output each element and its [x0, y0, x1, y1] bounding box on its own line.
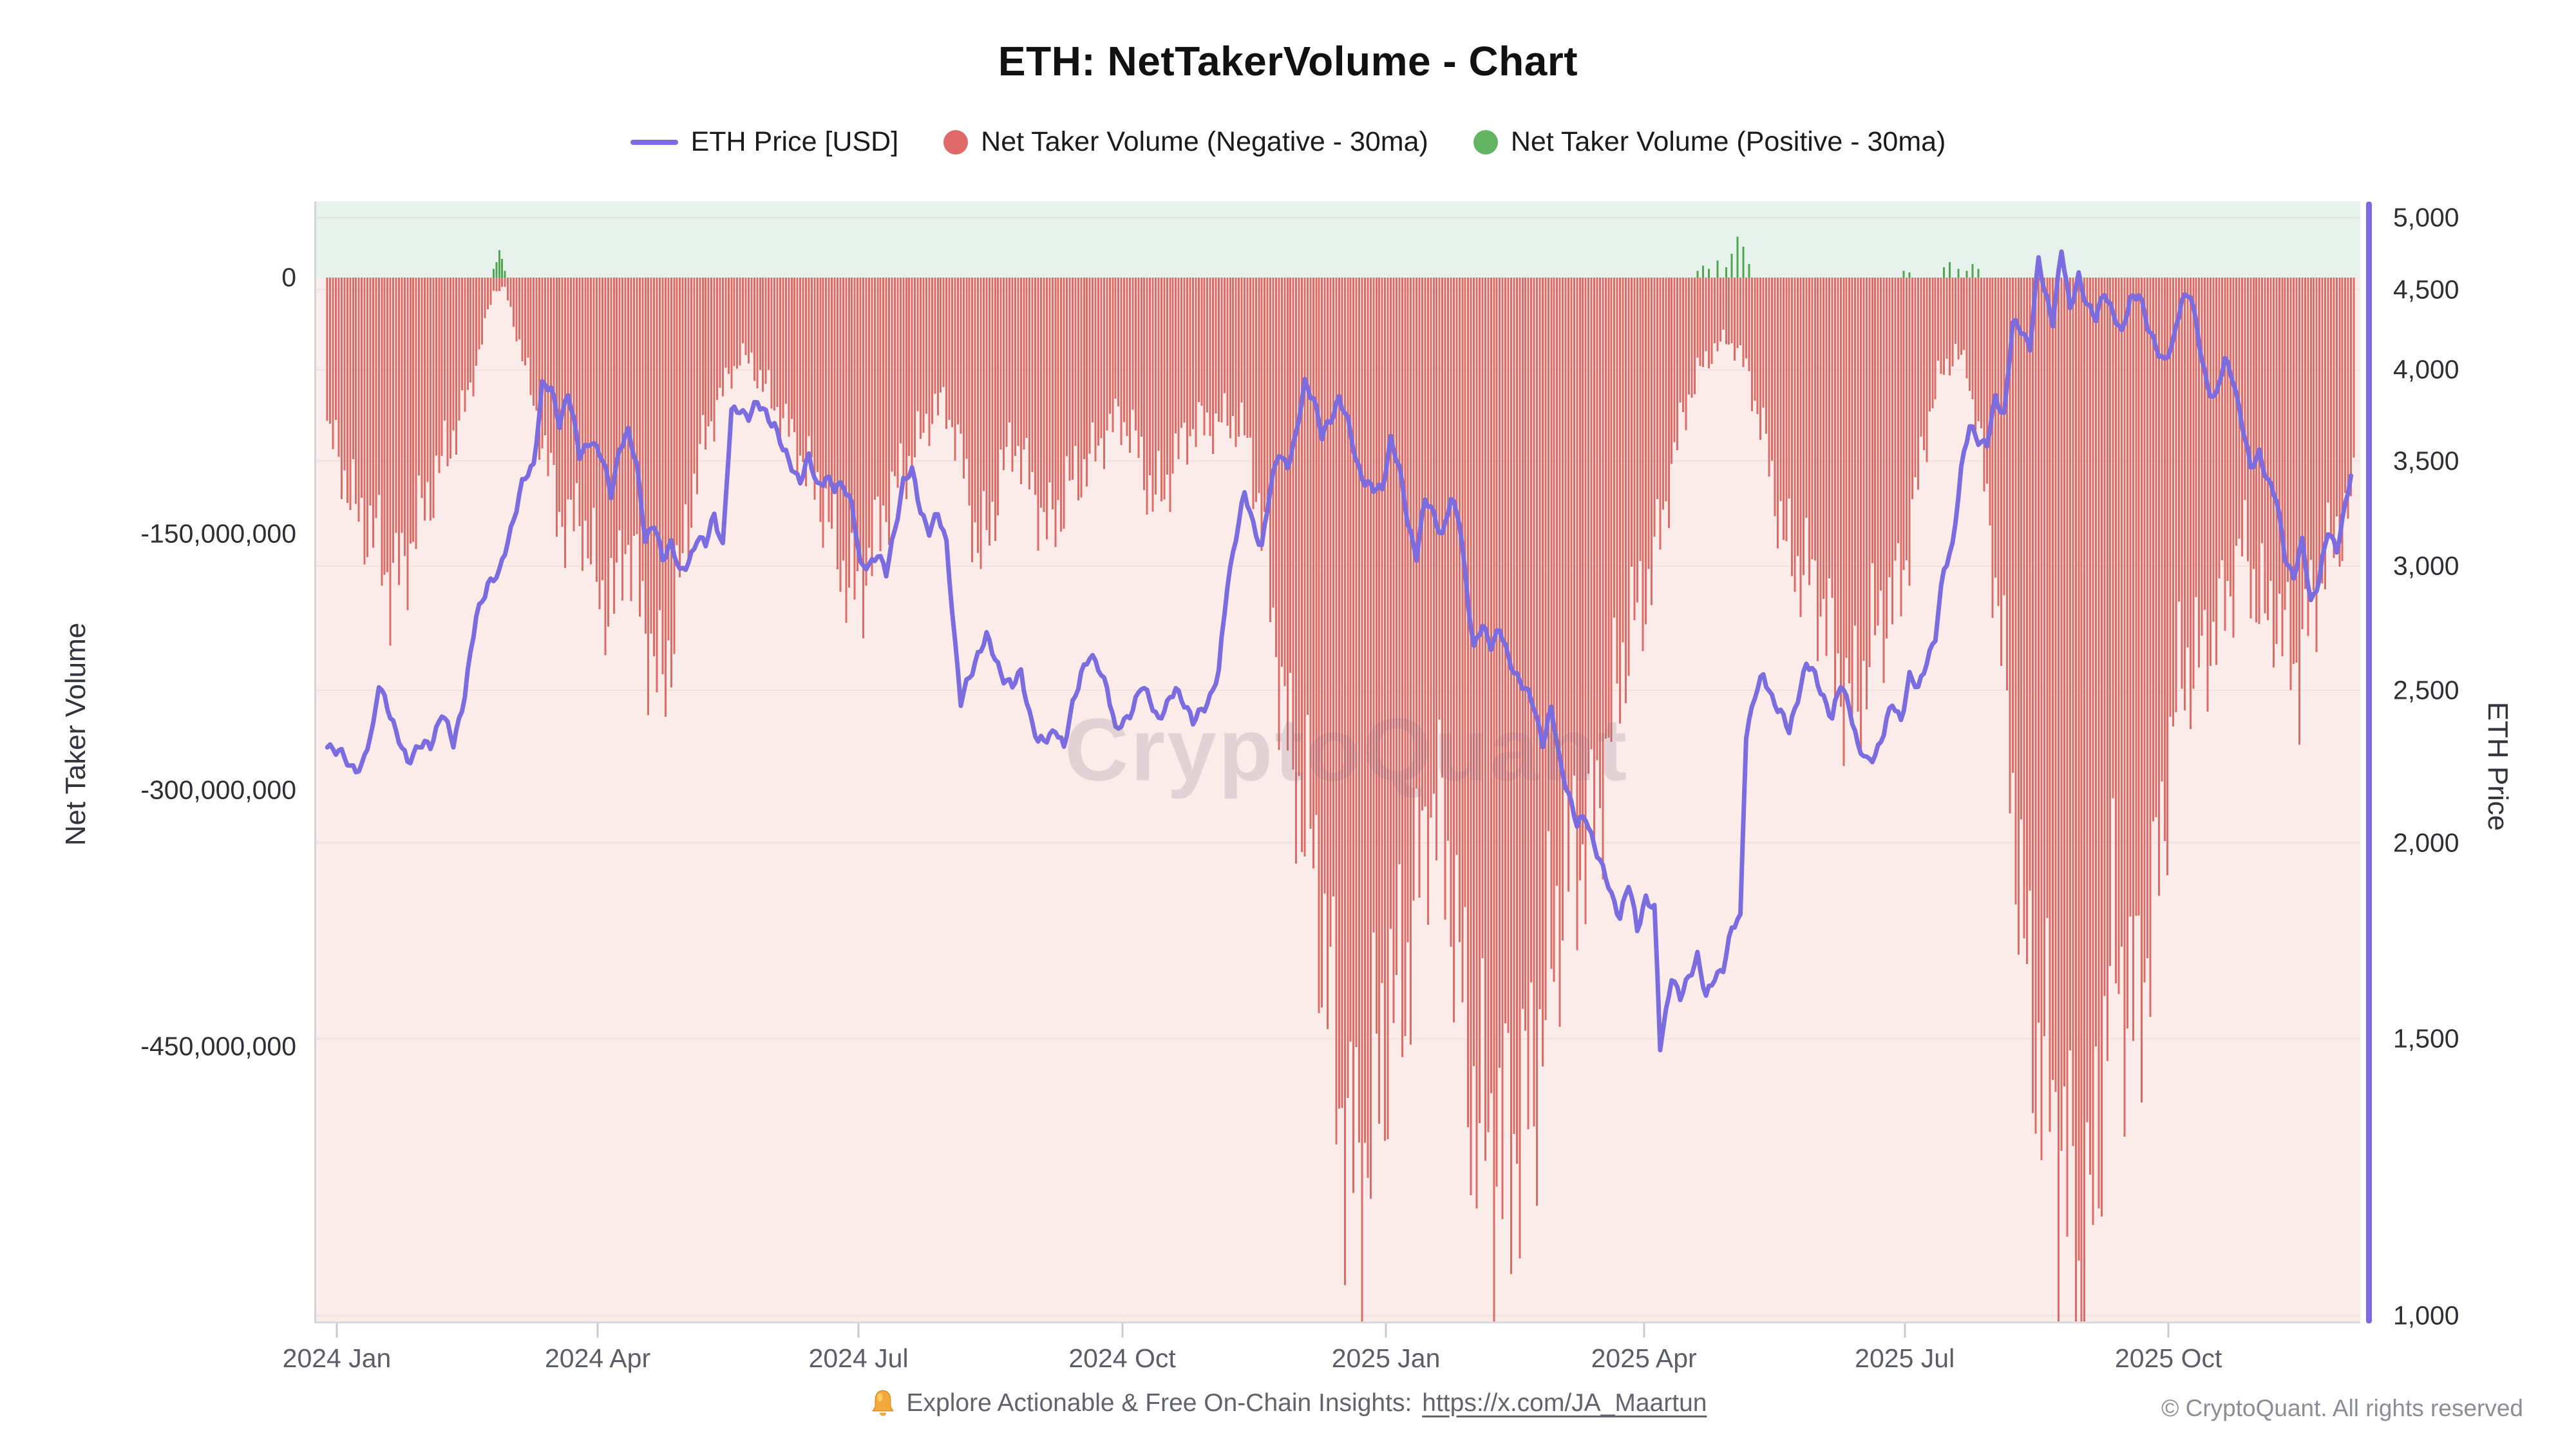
legend-label: Net Taker Volume (Negative - 30ma): [981, 126, 1428, 157]
positive-volume-dot-icon: [1473, 129, 1498, 155]
legend-label: Net Taker Volume (Positive - 30ma): [1510, 126, 1946, 157]
legend-item-positive-volume: Net Taker Volume (Positive - 30ma): [1473, 126, 1946, 158]
x-axis-tick-mark: [1121, 1323, 1124, 1338]
left-axis-tick-label: -300,000,000: [140, 775, 296, 805]
bell-icon: [871, 1390, 894, 1416]
footer-link[interactable]: https://x.com/JA_Maartun: [1422, 1389, 1707, 1417]
negative-volume-dot-icon: [943, 129, 969, 155]
left-axis-tick-label: -450,000,000: [140, 1031, 296, 1061]
x-axis-tick-label: 2025 Jul: [1855, 1343, 1955, 1373]
price-axis-line: [2366, 202, 2372, 1323]
legend-label: ETH Price [USD]: [690, 126, 899, 157]
x-axis-tick-label: 2024 Oct: [1068, 1343, 1176, 1373]
x-axis-tick-label: 2024 Apr: [544, 1343, 651, 1373]
right-axis-tick-label: 2,000: [2393, 828, 2459, 858]
right-axis-tick-label: 4,000: [2393, 354, 2459, 384]
legend-item-negative-volume: Net Taker Volume (Negative - 30ma): [943, 126, 1428, 158]
right-axis-tick-label: 1,000: [2393, 1300, 2459, 1331]
legend: ETH Price [USD] Net Taker Volume (Negati…: [0, 126, 2576, 158]
copyright-text: © CryptoQuant. All rights reserved: [2161, 1395, 2523, 1421]
x-axis-tick-mark: [336, 1323, 338, 1338]
x-axis-tick-label: 2025 Jan: [1331, 1343, 1441, 1373]
left-axis-tick-label: -150,000,000: [140, 518, 296, 549]
x-axis-tick-mark: [1385, 1323, 1387, 1338]
right-axis-tick-label: 4,500: [2393, 274, 2459, 305]
x-axis-tick-label: 2025 Apr: [1591, 1343, 1697, 1373]
x-axis-tick-mark: [1643, 1323, 1645, 1338]
right-axis-tick-label: 2,500: [2393, 675, 2459, 705]
legend-item-eth-price: ETH Price [USD]: [630, 126, 899, 158]
page-title: ETH: NetTakerVolume - Chart: [998, 38, 1578, 84]
right-axis-tick-label: 3,000: [2393, 551, 2459, 581]
left-axis-title: Net Taker Volume: [60, 622, 91, 846]
x-axis-tick-label: 2024 Jan: [282, 1343, 392, 1373]
x-axis-tick-mark: [2167, 1323, 2170, 1338]
price-line-swatch-icon: [630, 139, 678, 145]
right-axis-title: ETH Price: [2482, 701, 2514, 831]
right-axis-tick-label: 3,500: [2393, 446, 2459, 476]
x-axis-tick-label: 2025 Oct: [2114, 1343, 2222, 1373]
footer-text: Explore Actionable & Free On-Chain Insig…: [906, 1389, 1412, 1417]
left-axis-tick-label: 0: [281, 262, 296, 292]
plot-area[interactable]: CryptoQuant: [314, 202, 2360, 1323]
net-taker-volume-chart: [316, 202, 2360, 1321]
right-axis-tick-label: 1,500: [2393, 1023, 2459, 1054]
x-axis-tick-mark: [857, 1323, 860, 1338]
x-axis-tick-mark: [1904, 1323, 1906, 1338]
x-axis-tick-mark: [596, 1323, 599, 1338]
right-axis-tick-label: 5,000: [2393, 202, 2459, 232]
footer-promo: Explore Actionable & Free On-Chain Insig…: [0, 1388, 2576, 1418]
x-axis-tick-label: 2024 Jul: [808, 1343, 909, 1373]
